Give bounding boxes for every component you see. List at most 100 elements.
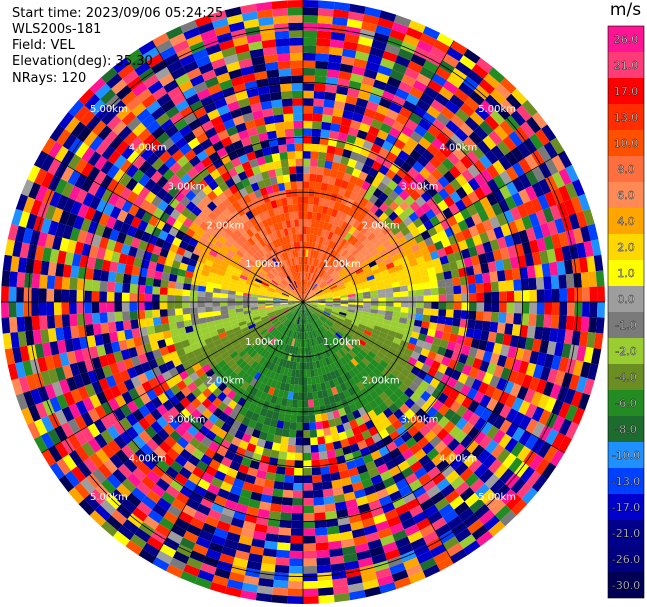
- velocity-bin: [514, 126, 529, 143]
- velocity-bin: [100, 322, 110, 334]
- velocity-bin: [436, 211, 447, 223]
- velocity-bin: [558, 418, 572, 436]
- colorbar-tick: 2.0: [617, 241, 635, 254]
- velocity-bin: [342, 48, 357, 59]
- velocity-bin: [440, 356, 451, 367]
- velocity-bin: [518, 229, 530, 244]
- velocity-bin: [359, 277, 368, 284]
- velocity-bin: [333, 275, 341, 282]
- velocity-bin: [324, 349, 331, 358]
- velocity-bin: [395, 478, 409, 491]
- velocity-bin: [451, 223, 462, 235]
- velocity-bin: [323, 495, 335, 505]
- velocity-bin: [316, 308, 324, 314]
- velocity-bin: [502, 333, 512, 346]
- velocity-bin: [356, 213, 366, 223]
- velocity-bin: [382, 435, 394, 446]
- velocity-bin: [595, 317, 605, 334]
- velocity-bin: [410, 351, 421, 361]
- velocity-bin: [337, 236, 345, 245]
- velocity-bin: [114, 302, 122, 312]
- colorbar-tick: 21.0: [614, 59, 639, 72]
- velocity-bin: [423, 530, 439, 545]
- velocity-bin: [368, 399, 379, 410]
- velocity-bin: [353, 344, 362, 353]
- velocity-bin: [328, 379, 336, 389]
- velocity-bin: [436, 478, 451, 492]
- velocity-bin: [549, 449, 565, 467]
- velocity-bin: [400, 307, 409, 313]
- colorbar: 26.021.017.013.010.08.06.04.02.01.00.0-1…: [607, 25, 645, 599]
- velocity-bin: [313, 329, 319, 338]
- velocity-bin: [489, 109, 505, 126]
- velocity-bin: [340, 221, 349, 231]
- velocity-bin: [311, 283, 317, 290]
- velocity-bin: [444, 226, 455, 238]
- velocity-bin: [409, 149, 422, 162]
- velocity-bin: [346, 182, 356, 192]
- velocity-bin: [297, 392, 303, 401]
- velocity-bin: [419, 167, 432, 180]
- velocity-bin: [332, 273, 340, 280]
- velocity-bin: [321, 121, 332, 131]
- velocity-bin: [409, 504, 424, 518]
- velocity-bin: [367, 245, 377, 254]
- velocity-bin: [317, 318, 324, 326]
- velocity-bin: [475, 369, 487, 382]
- velocity-bin: [415, 339, 426, 348]
- velocity-bin: [578, 257, 589, 273]
- velocity-bin: [436, 112, 451, 126]
- colorbar-tick: -21.0: [612, 527, 640, 540]
- velocity-bin: [308, 306, 316, 312]
- velocity-bin: [378, 495, 393, 507]
- velocity-bin: [313, 98, 325, 107]
- velocity-bin: [454, 430, 468, 444]
- velocity-bin: [312, 266, 317, 274]
- velocity-bin: [412, 376, 424, 387]
- velocity-bin: [330, 371, 337, 380]
- velocity-bin: [526, 470, 542, 488]
- velocity-bin: [432, 411, 444, 424]
- velocity-bin: [357, 90, 371, 101]
- velocity-bin: [312, 345, 317, 354]
- velocity-bin: [387, 179, 398, 191]
- ring-label: 2.00km: [206, 376, 244, 387]
- velocity-bin: [23, 302, 32, 317]
- velocity-bin: [419, 213, 430, 224]
- velocity-bin: [326, 411, 335, 421]
- velocity-bin: [350, 358, 359, 367]
- velocity-bin: [353, 105, 366, 116]
- velocity-bin: [468, 292, 477, 302]
- velocity-bin: [315, 267, 321, 276]
- velocity-bin: [431, 137, 445, 151]
- velocity-bin: [396, 167, 408, 179]
- velocity-bin: [363, 108, 377, 119]
- velocity-bin: [396, 221, 407, 231]
- velocity-bin: [505, 422, 519, 438]
- velocity-bin: [307, 323, 311, 332]
- velocity-bin: [363, 403, 373, 414]
- velocity-bin: [317, 436, 326, 445]
- velocity-bin: [500, 99, 517, 116]
- velocity-bin: [314, 242, 319, 251]
- velocity-bin: [130, 319, 139, 330]
- velocity-bin: [312, 121, 322, 130]
- velocity-bin: [471, 378, 483, 392]
- velocity-bin: [311, 322, 316, 331]
- velocity-bin: [417, 240, 428, 250]
- velocity-bin: [423, 504, 439, 518]
- velocity-bin: [336, 255, 344, 263]
- velocity-bin: [359, 122, 371, 133]
- velocity-bin: [84, 290, 92, 302]
- velocity-bin: [535, 314, 545, 328]
- velocity-bin: [334, 253, 341, 261]
- velocity-bin: [512, 177, 525, 193]
- velocity-bin: [437, 316, 446, 325]
- velocity-bin: [129, 283, 138, 294]
- velocity-bin: [448, 261, 459, 271]
- velocity-bin: [407, 60, 423, 74]
- velocity-bin: [366, 339, 375, 348]
- velocity-bin: [504, 195, 517, 210]
- velocity-bin: [306, 316, 309, 325]
- velocity-bin: [443, 270, 453, 280]
